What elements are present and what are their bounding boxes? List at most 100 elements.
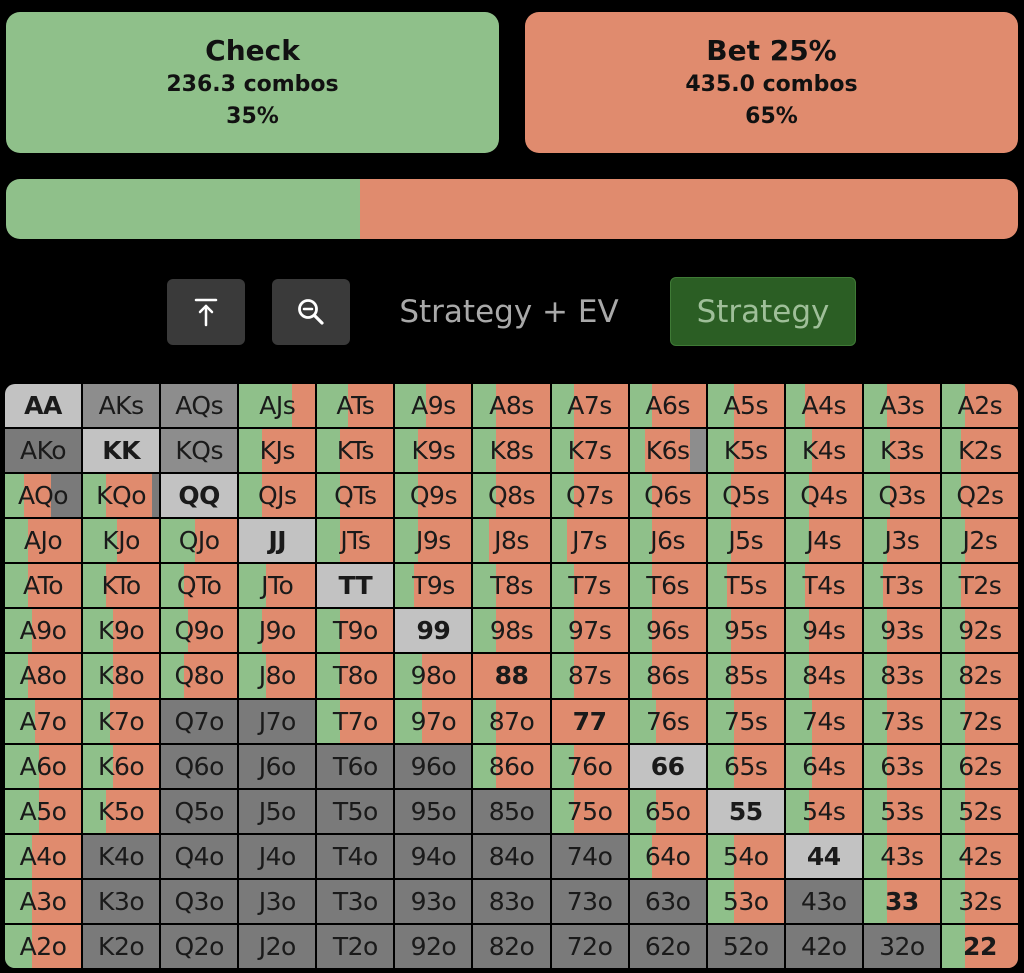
hand-cell-53s[interactable]: 53s bbox=[863, 789, 940, 833]
hand-cell-97s[interactable]: 97s bbox=[551, 609, 628, 653]
hand-cell-K2o[interactable]: K2o bbox=[83, 924, 160, 968]
hand-cell-A8o[interactable]: A8o bbox=[5, 654, 82, 698]
hand-cell-A8s[interactable]: A8s bbox=[473, 384, 550, 428]
hand-cell-86o[interactable]: 86o bbox=[473, 744, 550, 788]
hand-cell-96s[interactable]: 96s bbox=[629, 609, 706, 653]
hand-cell-62o[interactable]: 62o bbox=[629, 924, 706, 968]
hand-cell-Q6o[interactable]: Q6o bbox=[161, 744, 238, 788]
hand-cell-QTo[interactable]: QTo bbox=[161, 564, 238, 608]
hand-cell-J9s[interactable]: J9s bbox=[395, 519, 472, 563]
hand-cell-J8o[interactable]: J8o bbox=[239, 654, 316, 698]
hand-cell-65s[interactable]: 65s bbox=[707, 744, 784, 788]
hand-cell-K7s[interactable]: K7s bbox=[551, 429, 628, 473]
hand-cell-33[interactable]: 33 bbox=[863, 879, 940, 923]
hand-cell-64s[interactable]: 64s bbox=[785, 744, 862, 788]
hand-cell-73o[interactable]: 73o bbox=[551, 879, 628, 923]
hand-cell-A9o[interactable]: A9o bbox=[5, 609, 82, 653]
hand-cell-76o[interactable]: 76o bbox=[551, 744, 628, 788]
hand-cell-AJo[interactable]: AJo bbox=[5, 519, 82, 563]
hand-cell-53o[interactable]: 53o bbox=[707, 879, 784, 923]
hand-cell-63s[interactable]: 63s bbox=[863, 744, 940, 788]
hand-cell-72o[interactable]: 72o bbox=[551, 924, 628, 968]
hand-cell-85o[interactable]: 85o bbox=[473, 789, 550, 833]
hand-cell-T7o[interactable]: T7o bbox=[317, 699, 394, 743]
hand-cell-JTo[interactable]: JTo bbox=[239, 564, 316, 608]
hand-cell-AJs[interactable]: AJs bbox=[239, 384, 316, 428]
hand-cell-83s[interactable]: 83s bbox=[863, 654, 940, 698]
hand-cell-K2s[interactable]: K2s bbox=[941, 429, 1018, 473]
hand-cell-73s[interactable]: 73s bbox=[863, 699, 940, 743]
hand-cell-Q3s[interactable]: Q3s bbox=[863, 474, 940, 518]
hand-cell-Q7o[interactable]: Q7o bbox=[161, 699, 238, 743]
hand-cell-65o[interactable]: 65o bbox=[629, 789, 706, 833]
hand-cell-AA[interactable]: AA bbox=[5, 384, 82, 428]
hand-cell-T6s[interactable]: T6s bbox=[629, 564, 706, 608]
hand-cell-KJs[interactable]: KJs bbox=[239, 429, 316, 473]
hand-cell-T2s[interactable]: T2s bbox=[941, 564, 1018, 608]
hand-cell-T4o[interactable]: T4o bbox=[317, 834, 394, 878]
hand-cell-66[interactable]: 66 bbox=[629, 744, 706, 788]
hand-cell-J8s[interactable]: J8s bbox=[473, 519, 550, 563]
hand-cell-K3s[interactable]: K3s bbox=[863, 429, 940, 473]
hand-cell-A5s[interactable]: A5s bbox=[707, 384, 784, 428]
hand-cell-97o[interactable]: 97o bbox=[395, 699, 472, 743]
hand-cell-A7o[interactable]: A7o bbox=[5, 699, 82, 743]
hand-cell-KK[interactable]: KK bbox=[83, 429, 160, 473]
hand-cell-95s[interactable]: 95s bbox=[707, 609, 784, 653]
hand-cell-T4s[interactable]: T4s bbox=[785, 564, 862, 608]
hand-cell-92o[interactable]: 92o bbox=[395, 924, 472, 968]
hand-cell-Q5o[interactable]: Q5o bbox=[161, 789, 238, 833]
hand-cell-A6o[interactable]: A6o bbox=[5, 744, 82, 788]
hand-cell-82s[interactable]: 82s bbox=[941, 654, 1018, 698]
hand-cell-KQo[interactable]: KQo bbox=[83, 474, 160, 518]
hand-cell-K5o[interactable]: K5o bbox=[83, 789, 160, 833]
hand-cell-KTo[interactable]: KTo bbox=[83, 564, 160, 608]
hand-cell-84o[interactable]: 84o bbox=[473, 834, 550, 878]
hand-cell-54s[interactable]: 54s bbox=[785, 789, 862, 833]
hand-cell-62s[interactable]: 62s bbox=[941, 744, 1018, 788]
hand-cell-K4o[interactable]: K4o bbox=[83, 834, 160, 878]
hand-cell-42o[interactable]: 42o bbox=[785, 924, 862, 968]
hand-cell-T8s[interactable]: T8s bbox=[473, 564, 550, 608]
hand-cell-Q7s[interactable]: Q7s bbox=[551, 474, 628, 518]
hand-cell-QTs[interactable]: QTs bbox=[317, 474, 394, 518]
hand-cell-74s[interactable]: 74s bbox=[785, 699, 862, 743]
hand-cell-A3s[interactable]: A3s bbox=[863, 384, 940, 428]
hand-cell-AKo[interactable]: AKo bbox=[5, 429, 82, 473]
hand-cell-92s[interactable]: 92s bbox=[941, 609, 1018, 653]
hand-cell-QJo[interactable]: QJo bbox=[161, 519, 238, 563]
hand-cell-54o[interactable]: 54o bbox=[707, 834, 784, 878]
hand-cell-A3o[interactable]: A3o bbox=[5, 879, 82, 923]
hand-cell-44[interactable]: 44 bbox=[785, 834, 862, 878]
hand-cell-KQs[interactable]: KQs bbox=[161, 429, 238, 473]
hand-cell-Q3o[interactable]: Q3o bbox=[161, 879, 238, 923]
hand-cell-72s[interactable]: 72s bbox=[941, 699, 1018, 743]
hand-cell-Q4s[interactable]: Q4s bbox=[785, 474, 862, 518]
hand-cell-Q2o[interactable]: Q2o bbox=[161, 924, 238, 968]
hand-cell-J9o[interactable]: J9o bbox=[239, 609, 316, 653]
hand-cell-J2o[interactable]: J2o bbox=[239, 924, 316, 968]
check-action-card[interactable]: Check 236.3 combos 35% bbox=[6, 12, 499, 153]
hand-cell-64o[interactable]: 64o bbox=[629, 834, 706, 878]
hand-cell-T7s[interactable]: T7s bbox=[551, 564, 628, 608]
hand-cell-T3o[interactable]: T3o bbox=[317, 879, 394, 923]
hand-cell-88[interactable]: 88 bbox=[473, 654, 550, 698]
hand-cell-J7s[interactable]: J7s bbox=[551, 519, 628, 563]
hand-cell-J6s[interactable]: J6s bbox=[629, 519, 706, 563]
hand-cell-QQ[interactable]: QQ bbox=[161, 474, 238, 518]
hand-cell-AQo[interactable]: AQo bbox=[5, 474, 82, 518]
mode-strategy-button[interactable]: Strategy bbox=[670, 277, 856, 346]
hand-cell-T3s[interactable]: T3s bbox=[863, 564, 940, 608]
hand-cell-95o[interactable]: 95o bbox=[395, 789, 472, 833]
hand-cell-75s[interactable]: 75s bbox=[707, 699, 784, 743]
hand-cell-Q8o[interactable]: Q8o bbox=[161, 654, 238, 698]
hand-cell-K3o[interactable]: K3o bbox=[83, 879, 160, 923]
hand-cell-94s[interactable]: 94s bbox=[785, 609, 862, 653]
bet-action-card[interactable]: Bet 25% 435.0 combos 65% bbox=[525, 12, 1018, 153]
hand-cell-T9o[interactable]: T9o bbox=[317, 609, 394, 653]
hand-cell-52o[interactable]: 52o bbox=[707, 924, 784, 968]
hand-cell-KTs[interactable]: KTs bbox=[317, 429, 394, 473]
hand-cell-A6s[interactable]: A6s bbox=[629, 384, 706, 428]
hand-cell-K6s[interactable]: K6s bbox=[629, 429, 706, 473]
hand-cell-AKs[interactable]: AKs bbox=[83, 384, 160, 428]
